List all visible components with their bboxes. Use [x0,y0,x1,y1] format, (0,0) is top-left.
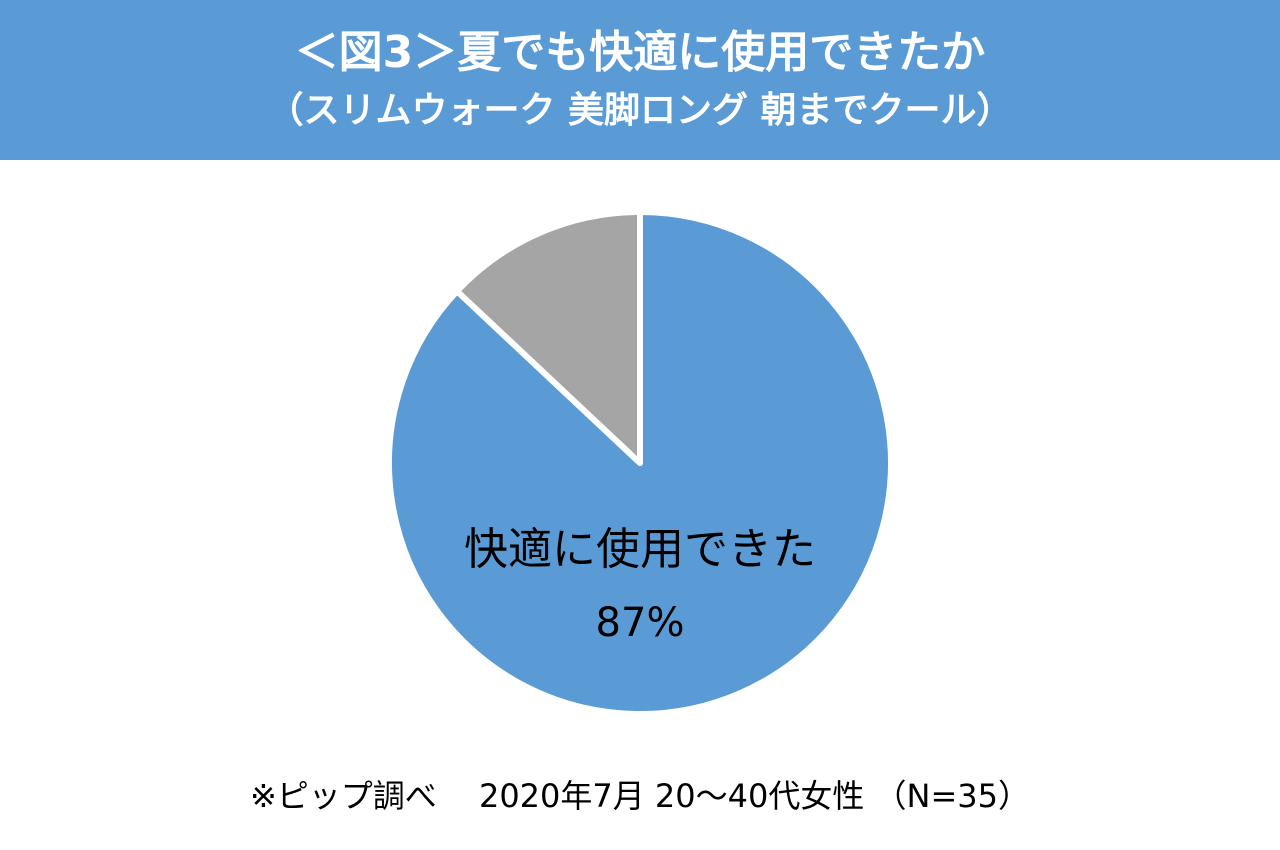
header-band [0,0,1280,160]
chart-title: ＜図3＞夏でも快適に使用できたか [295,27,986,78]
slice-value-label: 87% [596,600,685,646]
slice-label: 快適に使用できた [464,524,816,575]
footnote: ※ピップ調べ 2020年7月 20～40代女性 （N=35） [250,777,1030,815]
pie: 快適に使用できた 87% [386,209,894,717]
pie-slice [454,209,643,466]
chart-subtitle: （スリムウォーク 美脚ロング 朝までクール） [267,90,1012,131]
